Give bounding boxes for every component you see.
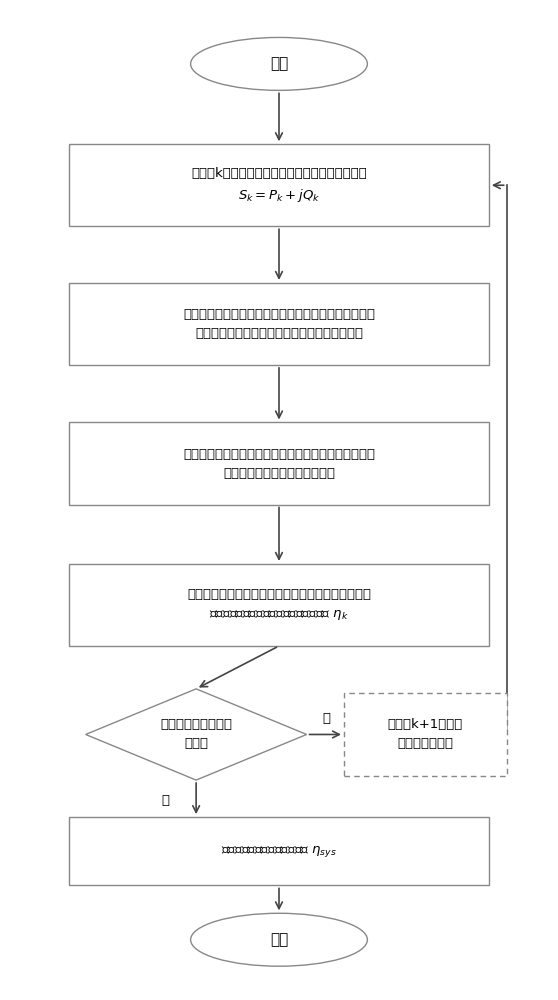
FancyBboxPatch shape bbox=[69, 144, 489, 226]
Text: 选取第k+1个负荷
节点为评估对象: 选取第k+1个负荷 节点为评估对象 bbox=[388, 718, 463, 750]
Text: 是否已评估所有负荷
节点？: 是否已评估所有负荷 节点？ bbox=[160, 718, 232, 750]
FancyBboxPatch shape bbox=[69, 283, 489, 365]
Text: 保持系统其余参数不变，增大该负荷节点功率，计算系
统潮流，求得该负荷节点对应的戴维南等值参数: 保持系统其余参数不变，增大该负荷节点功率，计算系 统潮流，求得该负荷节点对应的戴… bbox=[183, 308, 375, 340]
Ellipse shape bbox=[191, 913, 367, 966]
FancyBboxPatch shape bbox=[344, 693, 507, 776]
Polygon shape bbox=[85, 689, 307, 780]
Text: 选取第k个负荷节点为评估对象，其负荷功率为：
$S_k=P_k+jQ_k$: 选取第k个负荷节点为评估对象，其负荷功率为： $S_k=P_k+jQ_k$ bbox=[191, 167, 367, 204]
Text: 根据上述判别式，求取两节点系统的支路传输功率极
限，进而求得该负荷节点的相对功率裕度 $\eta_k$: 根据上述判别式，求取两节点系统的支路传输功率极 限，进而求得该负荷节点的相对功率… bbox=[187, 588, 371, 622]
Text: 结束: 结束 bbox=[270, 932, 288, 947]
Text: 求得整个系统的电压稳定指标 $\eta_{sys}$: 求得整个系统的电压稳定指标 $\eta_{sys}$ bbox=[221, 844, 337, 859]
FancyBboxPatch shape bbox=[69, 817, 489, 885]
Text: 对于包含该负荷节点的两节点系统，分析其功率平衡方
程，得到其静态电压稳定判别式: 对于包含该负荷节点的两节点系统，分析其功率平衡方 程，得到其静态电压稳定判别式 bbox=[183, 448, 375, 480]
Text: 否: 否 bbox=[322, 712, 330, 725]
Text: 是: 是 bbox=[162, 794, 170, 807]
Ellipse shape bbox=[191, 37, 367, 90]
Text: 开始: 开始 bbox=[270, 56, 288, 71]
FancyBboxPatch shape bbox=[69, 564, 489, 646]
FancyBboxPatch shape bbox=[69, 422, 489, 505]
